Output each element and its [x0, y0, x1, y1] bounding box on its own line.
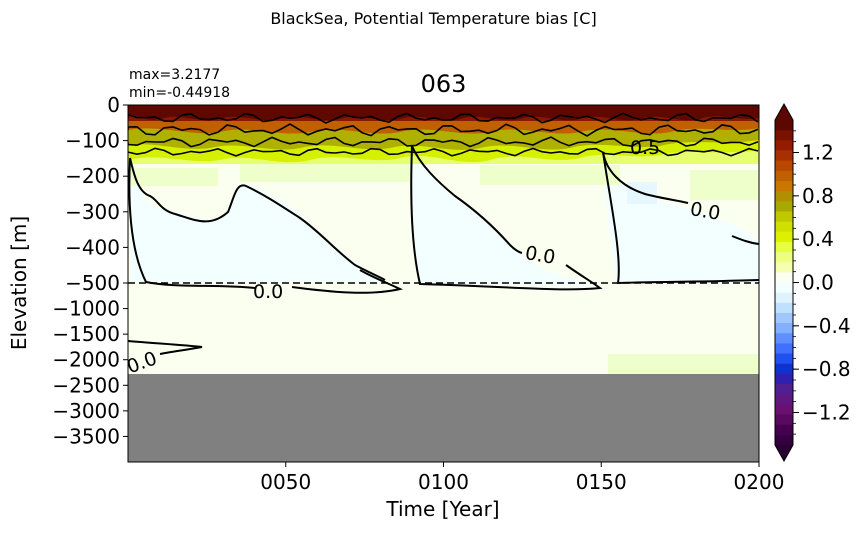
zero-contour-4 [128, 340, 203, 355]
colorbar-segment [775, 323, 793, 334]
x-tick-label: 0150 [576, 470, 627, 494]
colorbar-segment [775, 404, 793, 416]
bottom-land-mask [128, 374, 759, 462]
x-axis: 0050 0100 0150 0200 [260, 462, 784, 494]
colorbar-segment [775, 384, 793, 395]
colorbar-segment [775, 394, 793, 405]
positive-patch-4 [690, 170, 759, 200]
contour-label-1: 0.0 [253, 281, 283, 303]
zero-contour-1b [128, 157, 256, 289]
warm-band-darkred [128, 105, 759, 121]
colorbar-segment [775, 150, 793, 162]
colorbar-segment [775, 414, 793, 426]
positive-patch-deep [608, 354, 759, 374]
surface-contour-line [128, 112, 759, 124]
positive-patch-3 [480, 165, 620, 185]
colorbar-segment [775, 373, 793, 385]
colorbar-min-extend [775, 445, 793, 461]
colorbar-max-extend [775, 104, 793, 120]
panel-title: 063 [420, 70, 467, 98]
contour-label-5: 0.5 [630, 137, 660, 159]
y-tick-label: −300 [65, 200, 120, 224]
colorbar-segment [775, 434, 793, 445]
x-tick-label: 0200 [734, 470, 785, 494]
y-tick-label: −400 [65, 235, 120, 259]
colorbar-segment [775, 221, 793, 233]
colorbar-segment [775, 211, 793, 223]
x-axis-label: Time [Year] [385, 497, 499, 521]
colorbar-segment [775, 302, 793, 314]
colorbar-segment [775, 343, 793, 355]
x-tick-label: 0050 [260, 470, 311, 494]
figure-suptitle: BlackSea, Potential Temperature bias [C] [270, 9, 597, 28]
colorbar-segment [775, 120, 793, 131]
colorbar-segment [775, 231, 793, 243]
surface-contour-line [128, 123, 759, 137]
y-tick-label: 0 [107, 93, 120, 117]
colorbar-segment [775, 130, 793, 141]
colorbar-segment [775, 191, 793, 202]
zero-contour-1 [129, 157, 386, 281]
positive-patch-2 [240, 160, 410, 182]
negative-region-1 [130, 160, 383, 282]
zero-contour-3b [731, 235, 759, 245]
colorbar-segment [775, 140, 793, 152]
colorbar-tick-label: 0.4 [802, 227, 834, 251]
colorbar-tick-label: −0.4 [802, 314, 851, 338]
colorbar-segment [775, 241, 793, 253]
y-tick-label: −500 [65, 271, 120, 295]
contour-label-2: 0.0 [523, 242, 557, 269]
y-tick-label: −200 [65, 164, 120, 188]
colorbar-segment [775, 201, 793, 213]
colorbar-tick-label: 0.0 [802, 271, 834, 295]
min-annotation: min=-0.44918 [129, 85, 231, 101]
colorbar-segment [775, 363, 793, 375]
y-tick-label: −100 [65, 129, 120, 153]
y-axis-label: Elevation [m] [7, 216, 31, 350]
colorbar-tick-label: −1.2 [802, 401, 851, 425]
zero-contour-2 [411, 145, 523, 254]
y-axis: 0 −100 −200 −300 −400 −500−1000−1500−2000−250… [52, 93, 128, 448]
colorbar-segment [775, 353, 793, 365]
surface-contour-line [128, 136, 759, 148]
colorbar-tick-label: 1.2 [802, 141, 834, 165]
negative-region-3 [603, 152, 759, 284]
y-tick-label: −3000 [52, 399, 120, 423]
colorbar-segment [775, 160, 793, 172]
colorbar-segment [775, 312, 793, 324]
y-tick-label: −2500 [52, 373, 120, 397]
colorbar-tick-label: −0.8 [802, 357, 851, 381]
zero-contour-1c [291, 269, 404, 294]
colorbar-segment [775, 262, 793, 273]
surface-contour-line [128, 147, 759, 157]
colorbar-tick-label: 0.8 [802, 184, 834, 208]
max-annotation: max=3.2177 [129, 67, 221, 83]
colorbar-segment [775, 170, 793, 182]
colorbar-segment [775, 252, 793, 263]
y-tick-label: −1000 [52, 297, 120, 321]
positive-patch-1 [128, 168, 218, 186]
y-tick-label: −1500 [52, 322, 120, 346]
y-tick-label: −3500 [52, 424, 120, 448]
colorbar-segment [775, 180, 793, 192]
contour-label-3: 0.0 [688, 198, 722, 225]
y-tick-label: −2000 [52, 348, 120, 372]
x-tick-label: 0100 [418, 470, 469, 494]
zero-contour-3 [602, 151, 689, 204]
colorbar-segment [775, 282, 793, 294]
plot-area [128, 105, 759, 462]
colorbar: 1.2 0.8 0.4 0.0 −0.4 −0.8 −1.2 [774, 102, 851, 463]
colorbar-segment [775, 424, 793, 436]
negative-region-2 [411, 146, 598, 286]
surface-contours [128, 112, 759, 157]
colorbar-outline [774, 102, 794, 463]
colorbar-segment [775, 333, 793, 345]
colorbar-segment [775, 272, 793, 284]
colorbar-segment [775, 292, 793, 304]
